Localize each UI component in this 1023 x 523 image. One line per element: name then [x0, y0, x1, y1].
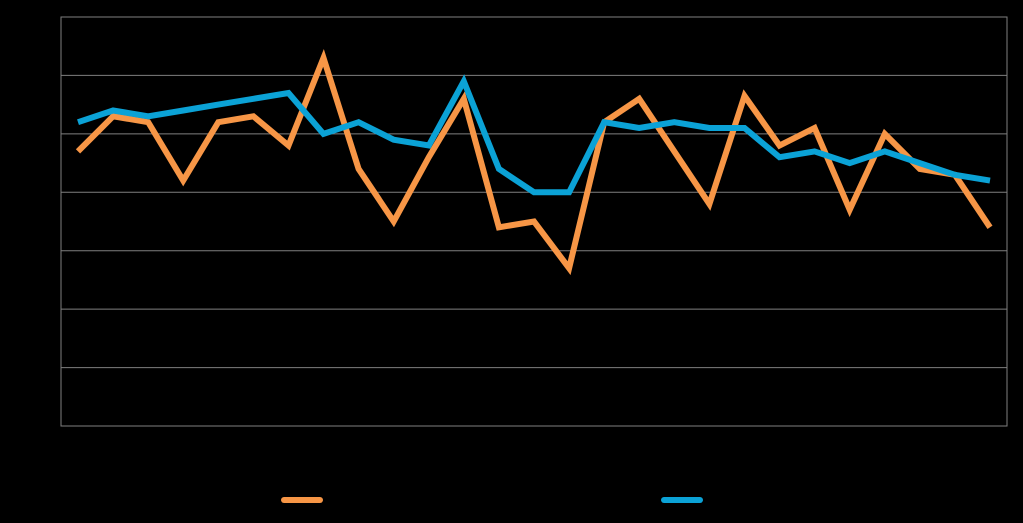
series-lines [75, 48, 993, 276]
series-line-2 [77, 74, 991, 196]
plot-area-frame [60, 16, 1008, 427]
gridlines [61, 74, 1007, 369]
series-line-1 [75, 48, 993, 276]
